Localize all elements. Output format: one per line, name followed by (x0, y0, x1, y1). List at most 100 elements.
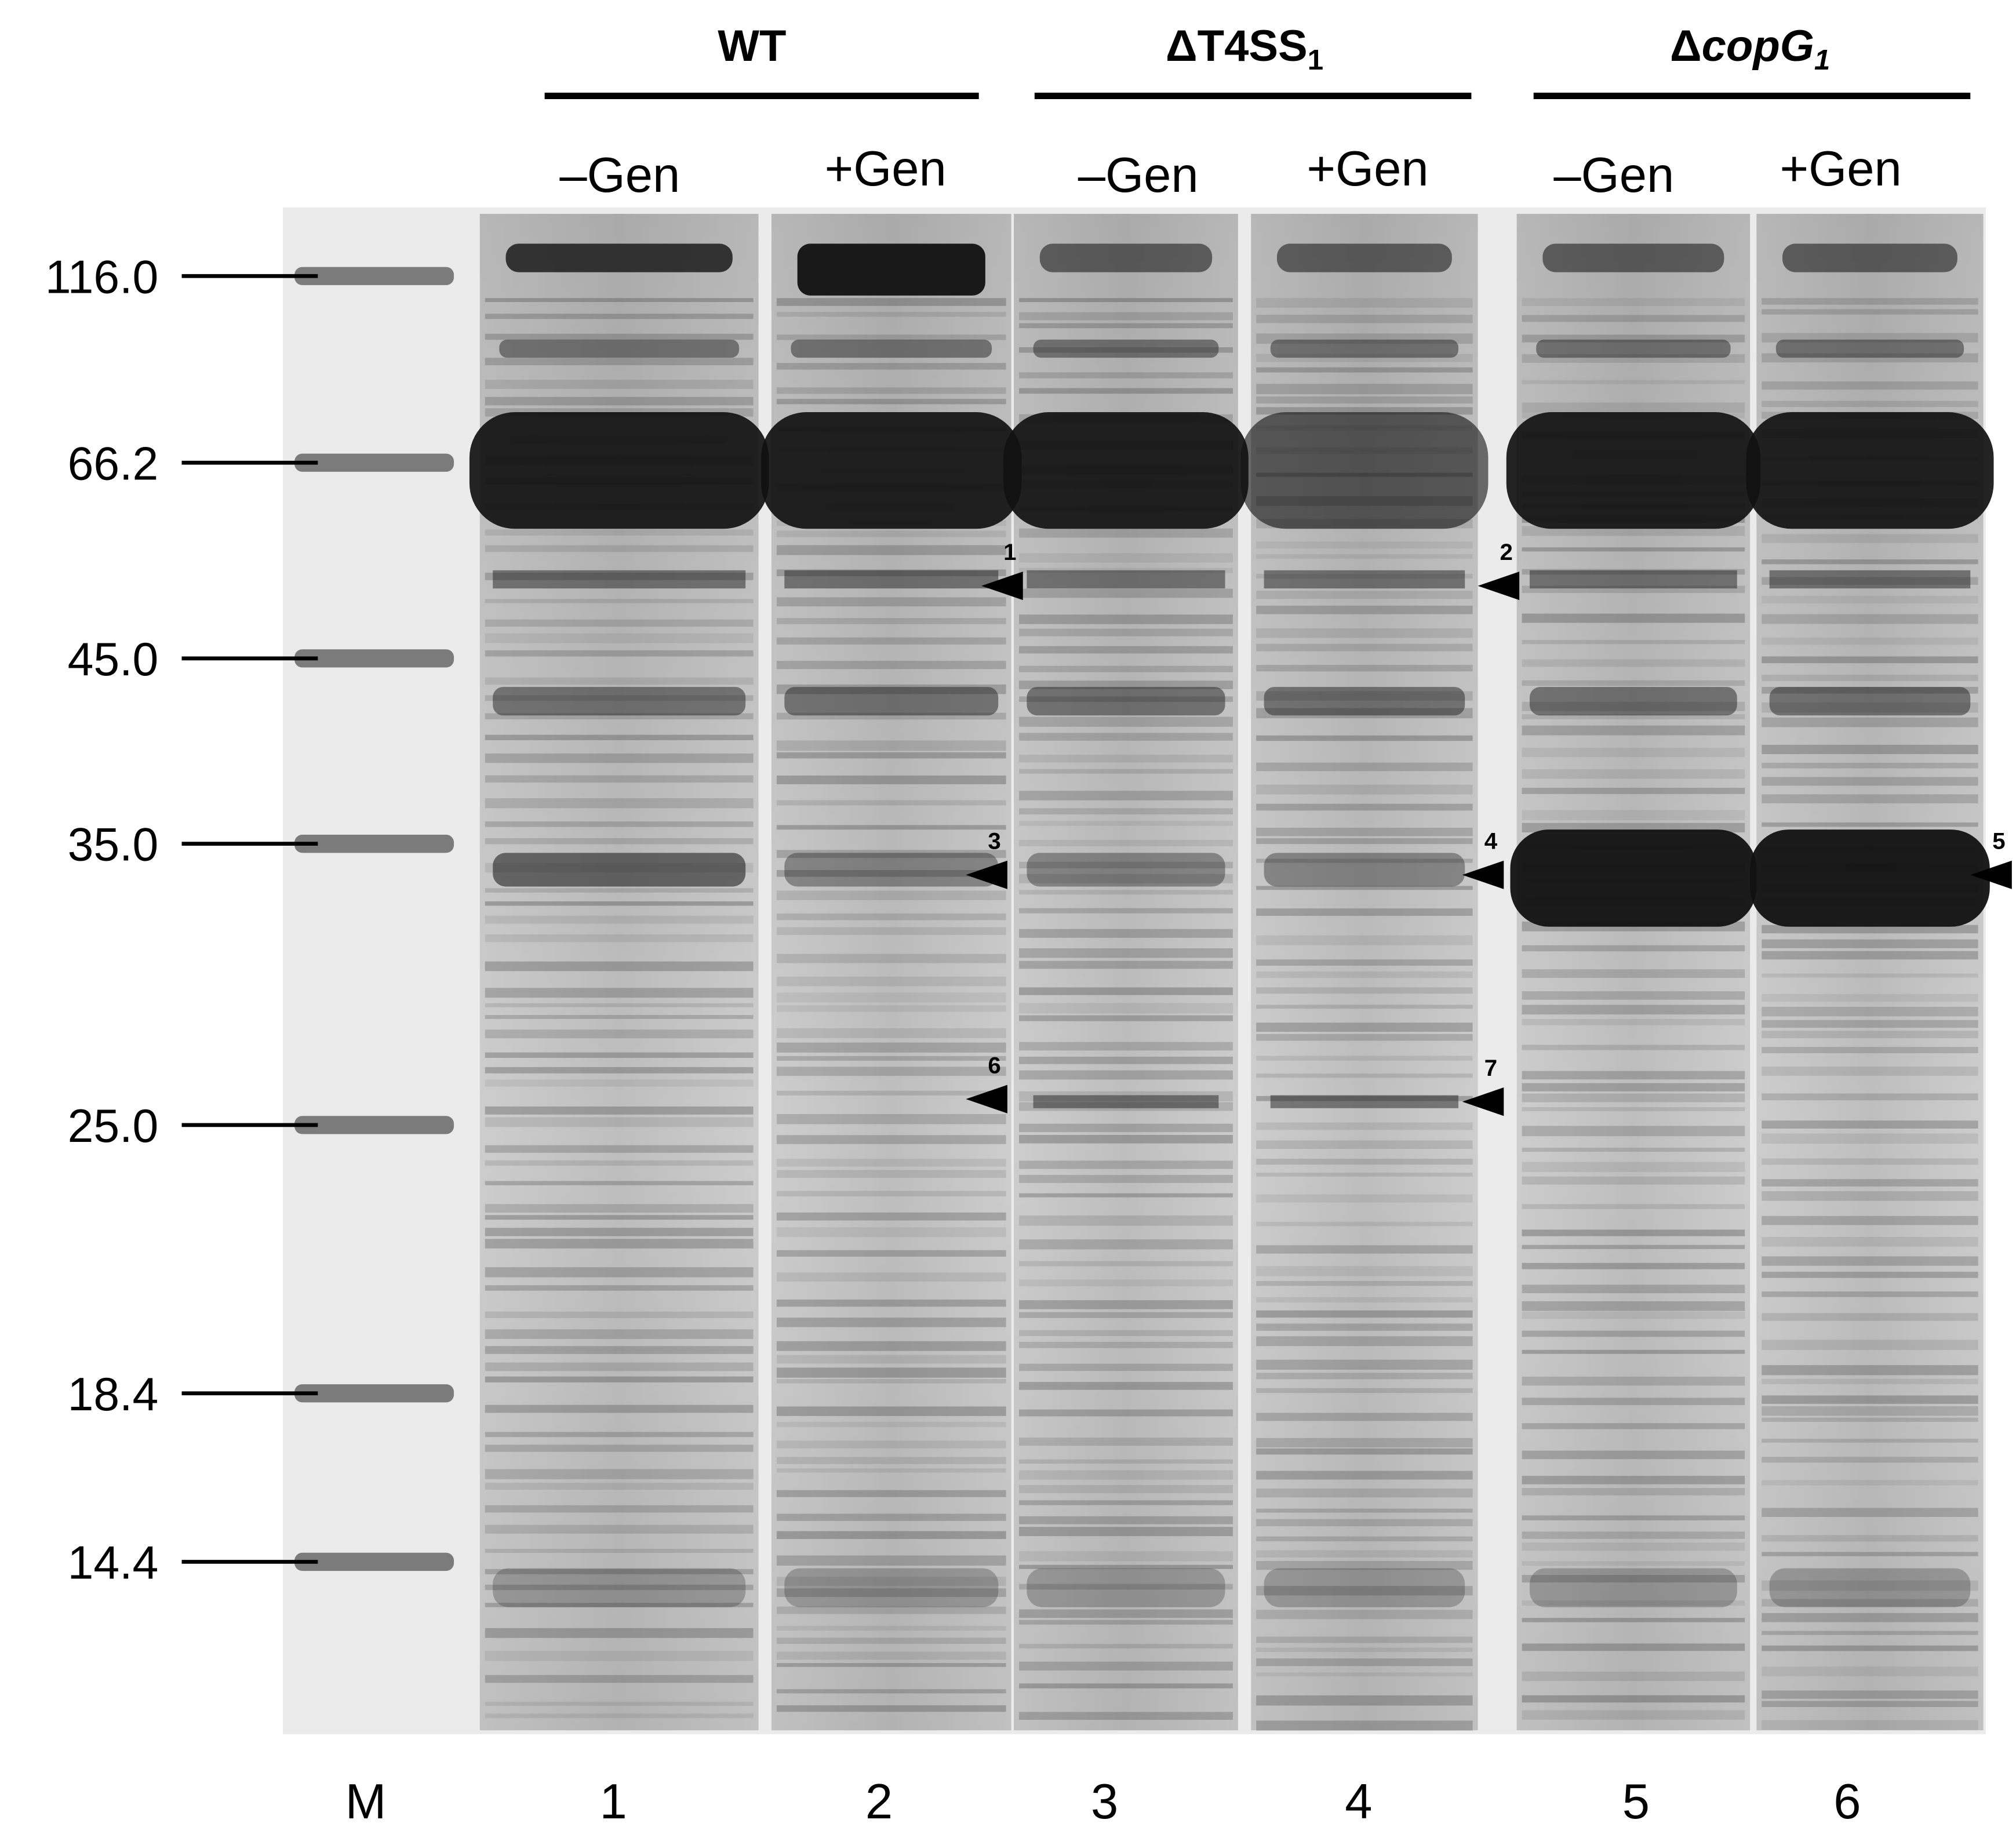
band (1762, 1552, 1978, 1556)
band (1264, 687, 1465, 716)
band (1019, 1160, 1233, 1169)
band (485, 1160, 754, 1166)
band (1019, 1279, 1233, 1286)
band (1762, 298, 1978, 305)
band (485, 1713, 754, 1719)
band (485, 1329, 754, 1339)
lane-label: 2 (865, 1774, 893, 1829)
band (1762, 1047, 1978, 1053)
band (1522, 402, 1745, 413)
band (1762, 1006, 1978, 1017)
band (485, 961, 754, 971)
band (1256, 1658, 1473, 1666)
band (1256, 1720, 1473, 1731)
band (1256, 1159, 1473, 1165)
band (1762, 794, 1978, 803)
band (1019, 890, 1233, 895)
band (485, 358, 754, 366)
band (1256, 1359, 1473, 1370)
band (1019, 791, 1233, 800)
band (1027, 1568, 1225, 1607)
band (1019, 1330, 1233, 1337)
band (1762, 1645, 1978, 1651)
band (1762, 1378, 1978, 1384)
band (776, 1625, 1006, 1631)
band (776, 1513, 1006, 1521)
band (485, 1117, 754, 1127)
band (1019, 1409, 1233, 1417)
band (776, 1663, 1006, 1667)
band (1270, 339, 1459, 358)
band (1522, 1710, 1745, 1720)
group-label-part: 1 (1814, 44, 1830, 76)
band (784, 687, 999, 716)
band (493, 570, 746, 589)
band (485, 529, 754, 536)
band (776, 1227, 1006, 1238)
band (776, 869, 1006, 877)
band (1522, 1376, 1745, 1386)
band (1019, 388, 1233, 394)
band (776, 1406, 1006, 1416)
band (1536, 339, 1731, 358)
band (1522, 1284, 1745, 1294)
band (776, 1468, 1006, 1473)
band (485, 333, 754, 340)
band (1256, 959, 1473, 966)
band (485, 1106, 754, 1115)
arrowhead (1462, 860, 1504, 889)
band (776, 850, 1006, 858)
band (1033, 1095, 1219, 1108)
band (1522, 1476, 1745, 1484)
band (776, 387, 1006, 394)
band (1762, 401, 1978, 407)
band (485, 1029, 754, 1039)
band (1256, 384, 1473, 395)
marker-band (294, 453, 454, 472)
band (1522, 1093, 1745, 1102)
gel-lanes (294, 213, 1994, 1731)
band (776, 618, 1006, 624)
band (1762, 1067, 1978, 1076)
band (1762, 822, 1978, 827)
band (1762, 1256, 1978, 1266)
band (784, 1568, 999, 1607)
band (776, 1531, 1006, 1540)
band (1019, 614, 1233, 624)
band (1762, 559, 1978, 565)
band (1256, 605, 1473, 614)
band (776, 1090, 1006, 1096)
band (1256, 828, 1473, 836)
band (1762, 1535, 1978, 1542)
band (1522, 315, 1745, 322)
band (776, 976, 1006, 987)
band (1039, 243, 1213, 272)
band (1762, 1599, 1978, 1607)
condition-label: –Gen (1553, 148, 1674, 203)
band (1769, 570, 1971, 589)
band (1256, 735, 1473, 741)
band (1762, 1508, 1978, 1518)
band (1256, 1471, 1473, 1480)
band (485, 734, 754, 740)
band (1769, 1568, 1971, 1607)
band (485, 1483, 754, 1490)
band (485, 1524, 754, 1534)
band (1256, 784, 1473, 795)
band (1256, 1586, 1473, 1596)
band (1019, 960, 1233, 969)
band (776, 712, 1006, 720)
condition-label: +Gen (825, 141, 947, 196)
arrow-number: 4 (1484, 828, 1498, 854)
band (761, 412, 1022, 529)
band (1522, 1330, 1745, 1337)
band (485, 1549, 754, 1553)
band (1019, 1516, 1233, 1524)
band (1256, 886, 1473, 890)
band (1256, 1194, 1473, 1203)
band (1522, 298, 1745, 306)
band (1256, 1695, 1473, 1706)
band (1522, 1488, 1745, 1495)
band (499, 339, 740, 358)
band (1019, 312, 1233, 321)
